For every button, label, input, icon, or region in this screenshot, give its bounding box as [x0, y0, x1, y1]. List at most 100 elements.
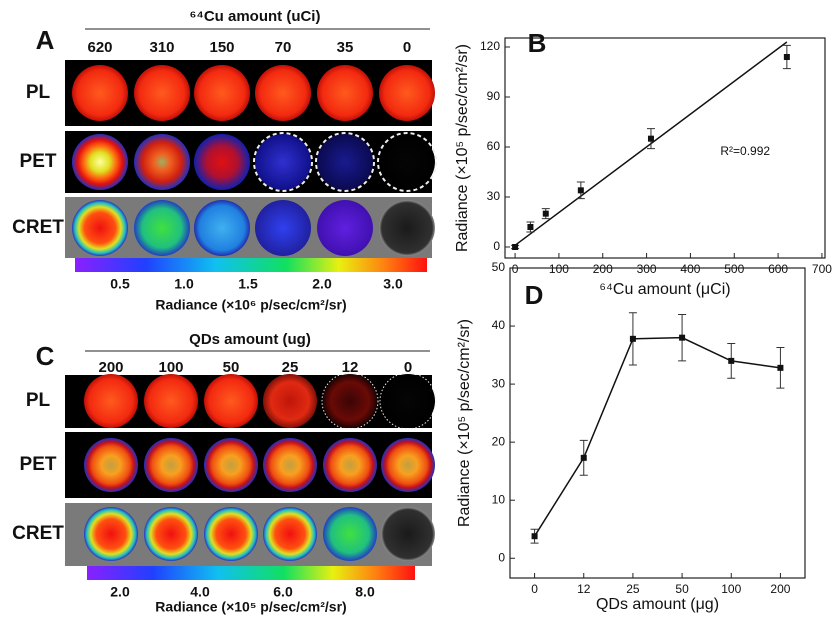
- column-label: 150: [209, 39, 234, 56]
- panel-title: QDs amount (ug): [189, 331, 311, 348]
- x-tick-label: 100: [721, 582, 741, 596]
- colorbar-tick-label: 6.0: [273, 584, 293, 600]
- well: [323, 438, 377, 492]
- well: [144, 374, 198, 428]
- point: [542, 210, 549, 217]
- y-tick-label: 120: [480, 39, 500, 53]
- y-tick-label: 30: [487, 189, 501, 203]
- colorbar-tick-label: 3.0: [383, 276, 403, 292]
- well: [379, 134, 435, 190]
- column-label: 70: [275, 39, 292, 56]
- x-tick-label: 100: [549, 262, 569, 276]
- point: [531, 533, 538, 540]
- point: [647, 135, 654, 142]
- plot-frame: [509, 267, 806, 579]
- column-label: 25: [282, 359, 299, 376]
- y-tick-label: 10: [492, 492, 506, 506]
- well: [72, 65, 128, 121]
- well: [323, 507, 377, 561]
- y-axis-label: Radiance (×10⁵ p/sec/cm²/sr): [454, 44, 471, 252]
- y-tick-label: 30: [492, 376, 506, 390]
- row-label: CRET: [12, 523, 64, 544]
- well: [255, 200, 311, 256]
- well: [204, 438, 258, 492]
- well: [134, 65, 190, 121]
- point: [783, 54, 790, 60]
- well: [381, 438, 435, 492]
- point: [580, 454, 587, 461]
- well: [255, 65, 311, 121]
- point: [728, 357, 735, 364]
- well: [204, 374, 258, 428]
- well: [263, 374, 317, 428]
- colorbar-tick-label: 4.0: [190, 584, 210, 600]
- well-outline: [321, 372, 379, 430]
- point: [629, 335, 636, 342]
- y-tick-label: 0: [498, 550, 505, 564]
- well: [381, 374, 435, 428]
- point: [527, 224, 534, 230]
- colorbar-tick-label: 8.0: [355, 584, 375, 600]
- colorbar-tick-label: 2.0: [312, 276, 332, 292]
- well: [381, 507, 435, 561]
- column-label: 50: [223, 359, 240, 376]
- row-label: PET: [20, 454, 57, 475]
- x-axis-label: ⁶⁴Cu amount (μCi): [599, 281, 730, 298]
- panel-label: C: [36, 341, 55, 371]
- panel-label: B: [528, 28, 547, 58]
- well: [317, 134, 373, 190]
- annotation: R²=0.992: [720, 144, 770, 158]
- x-tick-label: 600: [768, 262, 788, 276]
- colorbar: [87, 566, 415, 580]
- well: [317, 65, 373, 121]
- well: [204, 507, 258, 561]
- well-outline: [377, 132, 437, 192]
- x-tick-label: 200: [593, 262, 613, 276]
- colorbar-tick-label: 1.0: [174, 276, 194, 292]
- row-label: PL: [26, 82, 51, 103]
- column-label: 100: [158, 359, 183, 376]
- x-tick-label: 12: [577, 582, 591, 596]
- well: [144, 438, 198, 492]
- well: [84, 438, 138, 492]
- x-tick-label: 300: [637, 262, 657, 276]
- colorbar-label: Radiance (×10⁵ p/sec/cm²/sr): [155, 599, 346, 615]
- well: [194, 134, 250, 190]
- well: [379, 200, 435, 256]
- well: [134, 134, 190, 190]
- colorbar-tick-label: 1.5: [238, 276, 258, 292]
- y-tick-label: 40: [492, 318, 506, 332]
- point: [777, 364, 784, 371]
- well: [194, 65, 250, 121]
- image-panels: A ⁶⁴Cu amount (uCi) 620 310 150 70 35 0 PL PET CRE…: [12, 8, 437, 615]
- colorbar-tick-label: 0.5: [110, 276, 130, 292]
- x-tick-label: 500: [724, 262, 744, 276]
- row-label: PET: [20, 151, 57, 172]
- point: [679, 334, 686, 341]
- well-outline: [253, 132, 313, 192]
- x-tick-label: 200: [770, 582, 790, 596]
- y-tick-label: 20: [492, 434, 506, 448]
- well: [194, 200, 250, 256]
- well: [317, 200, 373, 256]
- column-label: 12: [342, 359, 359, 376]
- y-tick-label: 50: [492, 260, 506, 274]
- well-outline: [315, 132, 375, 192]
- x-tick-label: 25: [626, 582, 640, 596]
- well-outline: [379, 372, 437, 430]
- column-label: 620: [87, 39, 112, 56]
- data-line: [533, 336, 781, 537]
- point: [512, 244, 519, 250]
- panel-label: D: [525, 280, 544, 310]
- well: [84, 374, 138, 428]
- x-tick-label: 0: [512, 262, 519, 276]
- well: [72, 200, 128, 256]
- well: [72, 134, 128, 190]
- column-label: 35: [337, 39, 354, 56]
- x-tick-label: 50: [675, 582, 689, 596]
- x-tick-label: 400: [680, 262, 700, 276]
- x-tick-label: 0: [531, 582, 538, 596]
- colorbar-tick-label: 2.0: [110, 584, 130, 600]
- plot-frame: [504, 37, 826, 259]
